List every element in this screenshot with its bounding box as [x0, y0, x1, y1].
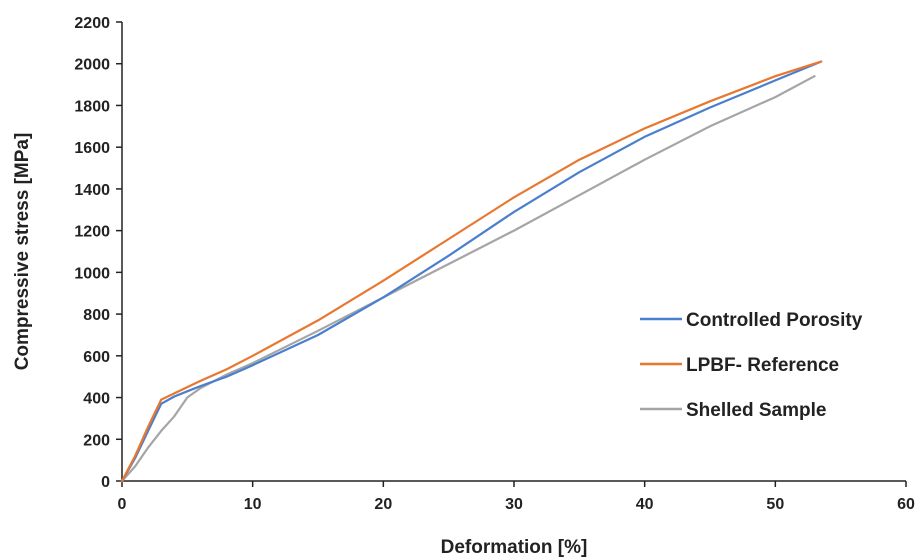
y-tick-label: 800	[83, 307, 110, 324]
y-tick-label: 0	[101, 474, 110, 491]
y-tick-label: 400	[83, 391, 110, 408]
y-tick-label: 1400	[74, 182, 110, 199]
y-axis: 0 200 400 600 800 1000 1200 1400 1600 1800 2000 220…	[74, 15, 122, 491]
x-axis: 0 10 20 30 40 50 60	[118, 481, 915, 513]
y-tick-label: 1000	[74, 265, 110, 282]
x-tick-label: 60	[897, 496, 915, 513]
y-tick-label: 600	[83, 349, 110, 366]
x-tick-label: 10	[244, 496, 262, 513]
plot-area	[120, 60, 823, 483]
y-tick-label: 2000	[74, 57, 110, 74]
y-tick-label: 1600	[74, 140, 110, 157]
legend-label-lpbf-reference: LPBF- Reference	[686, 355, 839, 376]
legend: Controlled Porosity LPBF- Reference Shelle…	[640, 310, 863, 421]
x-tick-label: 20	[374, 496, 392, 513]
x-tick-label: 40	[636, 496, 654, 513]
series-line-shelled-sample	[120, 75, 816, 483]
legend-label-controlled-porosity: Controlled Porosity	[686, 310, 863, 331]
x-axis-title: Deformation [%]	[441, 537, 588, 558]
y-axis-title: Compressive stress [MPa]	[12, 133, 33, 371]
y-tick-label: 1200	[74, 224, 110, 241]
x-tick-label: 30	[505, 496, 523, 513]
y-tick-label: 2200	[74, 15, 110, 32]
y-tick-label: 200	[83, 432, 110, 449]
y-tick-label: 1800	[74, 98, 110, 115]
series-line-lpbf-reference	[120, 60, 823, 483]
x-tick-label: 50	[766, 496, 784, 513]
series-line-controlled-porosity	[120, 60, 823, 483]
legend-label-shelled-sample: Shelled Sample	[686, 400, 826, 421]
x-tick-label: 0	[118, 496, 127, 513]
